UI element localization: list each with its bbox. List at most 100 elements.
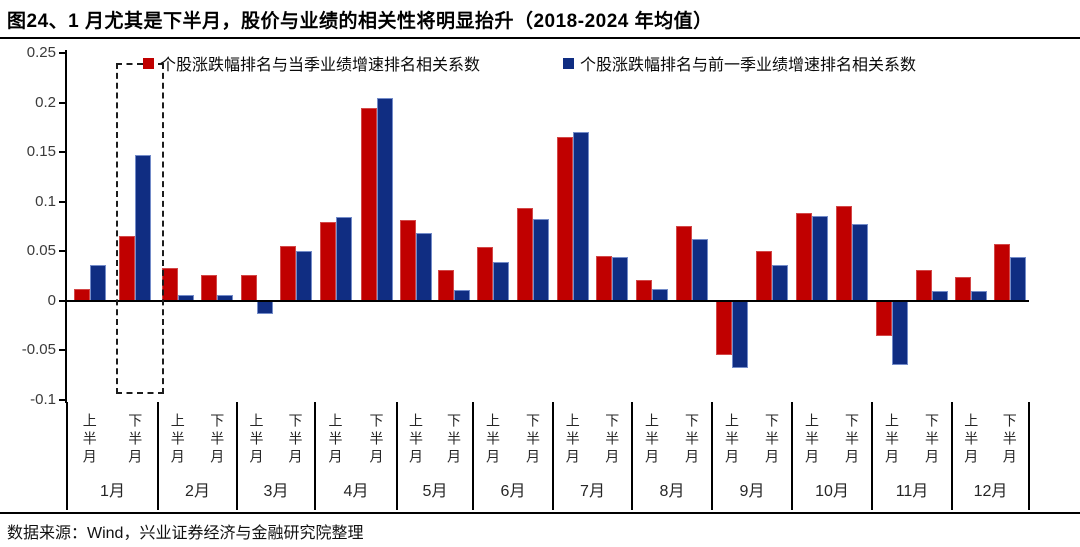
xaxis-half-month-label: 上半月 xyxy=(724,413,740,467)
legend-label-previous-quarter: 个股涨跌幅排名与前一季业绩增速排名相关系数 xyxy=(580,57,917,74)
bar-current-quarter-7月下半月 xyxy=(596,256,613,301)
bar-current-quarter-8月下半月 xyxy=(676,225,692,301)
y-axis-tick-label: 0.05 xyxy=(26,242,56,260)
y-axis-tick-label: 0.25 xyxy=(26,44,56,62)
bar-current-quarter-7月上半月 xyxy=(556,137,573,301)
january-highlight-dashed-box xyxy=(116,63,164,394)
month-separator xyxy=(236,402,238,510)
bar-previous-quarter-9月上半月 xyxy=(732,300,748,369)
xaxis-month-label: 10月 xyxy=(815,483,849,500)
y-axis-tick-label: 0.15 xyxy=(26,143,56,161)
month-separator xyxy=(472,402,474,510)
month-separator xyxy=(871,402,873,510)
bar-previous-quarter-5月上半月 xyxy=(416,233,432,301)
xaxis-half-month-label: 下半月 xyxy=(604,413,621,467)
bar-current-quarter-2月上半月 xyxy=(161,268,178,301)
month-separator xyxy=(1028,402,1030,510)
correlation-bar-chart: 个股涨跌幅排名与当季业绩增速排名相关系数 个股涨跌幅排名与前一季业绩增速排名相关… xyxy=(21,44,1030,510)
legend-item-previous-quarter: 个股涨跌幅排名与前一季业绩增速排名相关系数 xyxy=(563,51,916,75)
bar-current-quarter-6月上半月 xyxy=(477,247,493,301)
bar-previous-quarter-4月上半月 xyxy=(335,216,352,301)
xaxis-month-label: 7月 xyxy=(580,483,605,500)
xaxis-half-month-label: 上半月 xyxy=(564,413,581,467)
bar-previous-quarter-10月下半月 xyxy=(852,223,868,301)
legend-item-current-quarter: 个股涨跌幅排名与当季业绩增速排名相关系数 xyxy=(143,51,480,75)
bar-previous-quarter-12月下半月 xyxy=(1009,257,1026,301)
xaxis-half-month-label: 上半月 xyxy=(81,413,98,467)
y-axis-tick xyxy=(59,52,66,54)
bar-current-quarter-9月上半月 xyxy=(716,300,732,356)
bar-previous-quarter-9月下半月 xyxy=(772,265,788,301)
xaxis-month-label: 1月 xyxy=(100,483,125,500)
month-separator xyxy=(791,402,793,510)
bar-current-quarter-8月上半月 xyxy=(636,280,652,301)
xaxis-month-label: 9月 xyxy=(739,483,765,500)
xaxis-month-label: 3月 xyxy=(263,483,289,500)
xaxis-half-month-label: 下半月 xyxy=(287,413,304,467)
bar-previous-quarter-10月上半月 xyxy=(812,215,828,301)
data-source: 数据来源：Wind，兴业证券经济与金融研究院整理 xyxy=(7,525,364,542)
xaxis-half-month-label: 上半月 xyxy=(327,413,344,467)
y-axis-tick xyxy=(59,250,66,253)
xaxis-half-month-label: 上半月 xyxy=(884,413,900,467)
bar-previous-quarter-6月下半月 xyxy=(533,218,549,301)
xaxis-month-label: 6月 xyxy=(500,483,526,500)
bar-previous-quarter-11月上半月 xyxy=(892,300,908,366)
bar-previous-quarter-7月下半月 xyxy=(612,257,629,301)
bar-previous-quarter-7月上半月 xyxy=(572,132,589,301)
xaxis-month-label: 4月 xyxy=(343,483,369,500)
bar-current-quarter-3月下半月 xyxy=(279,246,296,301)
month-separator xyxy=(314,402,316,510)
xaxis-month-label: 5月 xyxy=(422,483,448,500)
bar-current-quarter-5月下半月 xyxy=(438,270,454,301)
xaxis-half-month-label: 上半月 xyxy=(644,413,660,467)
title-divider xyxy=(0,37,1080,39)
bar-previous-quarter-1月上半月 xyxy=(89,265,106,301)
bar-previous-quarter-4月下半月 xyxy=(376,97,393,301)
bar-current-quarter-11月上半月 xyxy=(876,300,892,336)
y-axis-tick xyxy=(59,399,66,401)
month-separator xyxy=(552,402,554,510)
xaxis-month-label: 11月 xyxy=(895,483,929,500)
month-separator xyxy=(631,402,633,510)
xaxis-half-month-label: 下半月 xyxy=(446,413,462,467)
month-separator xyxy=(157,402,159,510)
y-axis-tick-label: -0.05 xyxy=(21,341,56,359)
month-separator xyxy=(66,402,68,510)
bar-current-quarter-5月上半月 xyxy=(400,219,416,301)
month-separator xyxy=(951,402,953,510)
y-axis-tick-label: 0.2 xyxy=(35,93,56,111)
bar-current-quarter-12月上半月 xyxy=(955,277,972,301)
bar-previous-quarter-8月下半月 xyxy=(692,239,708,301)
y-axis-tick-label: 0.1 xyxy=(35,192,56,210)
figure-title: 图24、1 月尤其是下半月，股价与业绩的相关性将明显抬升（2018-2024 年… xyxy=(7,11,713,32)
bar-current-quarter-9月下半月 xyxy=(756,251,772,301)
bar-previous-quarter-3月上半月 xyxy=(256,300,273,314)
xaxis-month-label: 12月 xyxy=(973,483,1008,500)
bar-current-quarter-6月下半月 xyxy=(517,207,533,301)
xaxis-half-month-label: 下半月 xyxy=(209,413,226,467)
month-separator xyxy=(711,402,713,510)
bar-current-quarter-11月下半月 xyxy=(916,270,932,301)
xaxis-half-month-label: 下半月 xyxy=(525,413,541,467)
zero-baseline xyxy=(65,299,1029,303)
xaxis-half-month-label: 下半月 xyxy=(764,413,780,467)
legend-label-current-quarter: 个股涨跌幅排名与当季业绩增速排名相关系数 xyxy=(160,57,481,74)
xaxis-half-month-label: 上半月 xyxy=(804,413,820,467)
bar-current-quarter-10月上半月 xyxy=(796,212,812,301)
xaxis-month-label: 8月 xyxy=(659,483,685,500)
bar-current-quarter-2月下半月 xyxy=(201,275,218,301)
red-series-swatch-icon xyxy=(143,57,154,69)
xaxis-half-month-label: 下半月 xyxy=(924,413,940,467)
blue-series-swatch-icon xyxy=(563,57,574,69)
y-axis-tick xyxy=(59,299,66,302)
xaxis-half-month-label: 下半月 xyxy=(368,413,385,467)
bar-previous-quarter-3月下半月 xyxy=(295,251,312,301)
month-separator xyxy=(396,402,398,510)
xaxis-half-month-label: 下半月 xyxy=(1001,413,1018,467)
bar-current-quarter-4月下半月 xyxy=(360,107,377,301)
bar-previous-quarter-6月上半月 xyxy=(493,262,509,301)
bar-current-quarter-4月上半月 xyxy=(319,221,336,301)
footer-divider xyxy=(0,512,1080,514)
